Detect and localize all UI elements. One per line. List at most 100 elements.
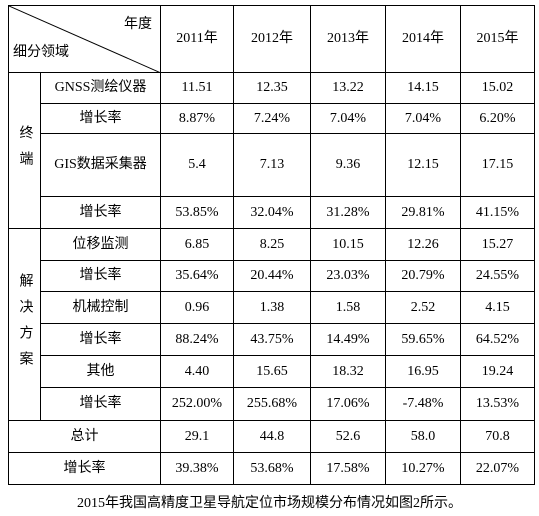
value-cell: 20.44% — [233, 260, 311, 292]
row-name: 增长率 — [40, 387, 161, 421]
value-cell: 39.38% — [160, 452, 234, 485]
table-row: 增长率 35.64% 20.44% 23.03% 20.79% 24.55% — [9, 260, 535, 292]
value-cell: 43.75% — [233, 323, 311, 356]
row-name: 增长率 — [40, 260, 161, 292]
value-cell: 15.65 — [233, 355, 311, 388]
value-cell: 252.00% — [160, 387, 234, 421]
table-row: 终端 GNSS测绘仪器 11.51 12.35 13.22 14.15 15.02 — [8, 72, 535, 229]
row-name: 增长率 — [8, 452, 161, 485]
table-row: GIS数据采集器 5.4 7.13 9.36 12.15 17.15 — [9, 133, 535, 197]
value-cell: 17.58% — [310, 452, 386, 485]
row-name: 机械控制 — [40, 291, 161, 324]
value-cell: 11.51 — [160, 72, 234, 104]
value-cell: 1.58 — [310, 291, 386, 324]
value-cell: 14.49% — [310, 323, 386, 356]
value-cell: 58.0 — [385, 420, 461, 453]
value-cell: 29.1 — [160, 420, 234, 453]
row-name: 位移监测 — [40, 228, 161, 261]
table-body: 年度 细分领域 2011年 2012年 2013年 2014年 2015年 终端 GNSS… — [8, 5, 535, 485]
table-row: 解决方案 位移监测 6.85 8.25 10.15 12.26 15.27 — [8, 228, 535, 421]
value-cell: 0.96 — [160, 291, 234, 324]
value-cell: 88.24% — [160, 323, 234, 356]
value-cell: 10.15 — [310, 228, 386, 261]
table-row: 增长率 39.38% 53.68% 17.58% 10.27% 22.07% — [8, 452, 535, 485]
year-header: 2015年 — [460, 5, 535, 73]
year-header: 2011年 — [160, 5, 234, 73]
value-cell: 4.15 — [460, 291, 535, 324]
value-cell: 16.95 — [385, 355, 461, 388]
value-cell: 7.13 — [233, 133, 311, 197]
value-cell: 32.04% — [233, 196, 311, 229]
value-cell: 17.06% — [310, 387, 386, 421]
value-cell: 12.26 — [385, 228, 461, 261]
year-header: 2014年 — [385, 5, 461, 73]
value-cell: 24.55% — [460, 260, 535, 292]
value-cell: 70.8 — [460, 420, 535, 453]
value-cell: 9.36 — [310, 133, 386, 197]
value-cell: 1.38 — [233, 291, 311, 324]
table-row: 增长率 252.00% 255.68% 17.06% -7.48% 13.53% — [9, 387, 535, 421]
value-cell: 13.53% — [460, 387, 535, 421]
value-cell: 44.8 — [233, 420, 311, 453]
year-header: 2013年 — [310, 5, 386, 73]
value-cell: 15.02 — [460, 72, 535, 104]
value-cell: 59.65% — [385, 323, 461, 356]
value-cell: 4.40 — [160, 355, 234, 388]
table-row: 总计 29.1 44.8 52.6 58.0 70.8 — [8, 420, 535, 453]
value-cell: 13.22 — [310, 72, 386, 104]
value-cell: 14.15 — [385, 72, 461, 104]
corner-cell: 年度 细分领域 — [8, 5, 161, 73]
value-cell: 53.68% — [233, 452, 311, 485]
value-cell: 52.6 — [310, 420, 386, 453]
value-cell: 64.52% — [460, 323, 535, 356]
data-table: 年度 细分领域 2011年 2012年 2013年 2014年 2015年 终端 GNSS… — [8, 5, 535, 485]
group-label: 终端 — [8, 72, 41, 229]
value-cell: 8.25 — [233, 228, 311, 261]
value-cell: 2.52 — [385, 291, 461, 324]
value-cell: 18.32 — [310, 355, 386, 388]
value-cell: 17.15 — [460, 133, 535, 197]
row-name: 其他 — [40, 355, 161, 388]
value-cell: 29.81% — [385, 196, 461, 229]
group-label: 解决方案 — [8, 228, 41, 421]
value-cell: 31.28% — [310, 196, 386, 229]
value-cell: 53.85% — [160, 196, 234, 229]
row-name: GIS数据采集器 — [40, 133, 161, 197]
row-name: 增长率 — [40, 196, 161, 229]
value-cell: 5.4 — [160, 133, 234, 197]
value-cell: 22.07% — [460, 452, 535, 485]
value-cell: 20.79% — [385, 260, 461, 292]
year-header: 2012年 — [233, 5, 311, 73]
value-cell: 7.04% — [385, 103, 461, 134]
table-row: 增长率 8.87% 7.24% 7.04% 7.04% 6.20% — [9, 103, 535, 134]
header-row: 年度 细分领域 2011年 2012年 2013年 2014年 2015年 — [8, 5, 535, 73]
value-cell: 41.15% — [460, 196, 535, 229]
row-name: 增长率 — [40, 103, 161, 134]
caption: 2015年我国高精度卫星导航定位市场规模分布情况如图2所示。 — [77, 496, 462, 511]
value-cell: 23.03% — [310, 260, 386, 292]
value-cell: 6.85 — [160, 228, 234, 261]
value-cell: 7.04% — [310, 103, 386, 134]
value-cell: 6.20% — [460, 103, 535, 134]
value-cell: 35.64% — [160, 260, 234, 292]
table-row: 增长率 88.24% 43.75% 14.49% 59.65% 64.52% — [9, 323, 535, 356]
value-cell: 15.27 — [460, 228, 535, 261]
value-cell: -7.48% — [385, 387, 461, 421]
value-cell: 12.35 — [233, 72, 311, 104]
row-name: 增长率 — [40, 323, 161, 356]
diagonal — [9, 6, 161, 73]
corner-top: 年度 — [124, 17, 152, 32]
row-name: GNSS测绘仪器 — [40, 72, 161, 104]
table-row: 增长率 53.85% 32.04% 31.28% 29.81% 41.15% — [9, 196, 535, 229]
table-row: 其他 4.40 15.65 18.32 16.95 19.24 — [9, 355, 535, 388]
table-row: 机械控制 0.96 1.38 1.58 2.52 4.15 — [9, 291, 535, 324]
value-cell: 255.68% — [233, 387, 311, 421]
value-cell: 8.87% — [160, 103, 234, 134]
value-cell: 7.24% — [233, 103, 311, 134]
value-cell: 10.27% — [385, 452, 461, 485]
value-cell: 19.24 — [460, 355, 535, 388]
value-cell: 12.15 — [385, 133, 461, 197]
row-name: 总计 — [8, 420, 161, 453]
corner-bottom: 细分领域 — [13, 45, 69, 60]
